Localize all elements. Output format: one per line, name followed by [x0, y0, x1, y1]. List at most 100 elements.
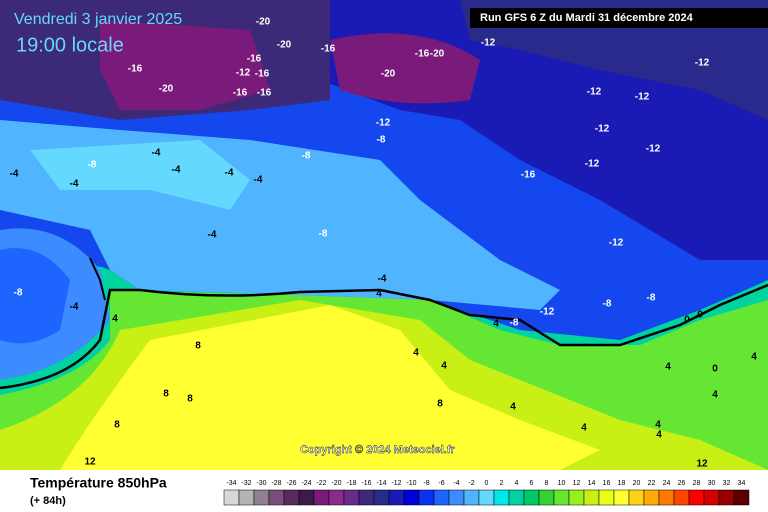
scale-label: -16 [361, 480, 371, 487]
contour-label: -8 [302, 151, 311, 162]
contour-label: -4 [254, 175, 263, 186]
contour-label: -20 [430, 49, 445, 60]
scale-label: 28 [693, 480, 701, 487]
contour-label: 4 [581, 423, 587, 434]
scale-swatch [463, 489, 480, 506]
contour-label: -4 [70, 179, 79, 190]
scale-swatch [448, 489, 465, 506]
scale-swatch [703, 489, 720, 506]
scale-swatch [223, 489, 240, 506]
scale-label: -18 [346, 480, 356, 487]
scale-label: 10 [558, 480, 566, 487]
scale-swatch [478, 489, 495, 506]
scale-swatch [358, 489, 375, 506]
scale-label: -20 [331, 480, 341, 487]
contour-label: -12 [595, 124, 610, 135]
contour-label: -16 [255, 69, 270, 80]
scale-swatch [568, 489, 585, 506]
contour-label: -20 [159, 84, 174, 95]
contour-label: -4 [152, 148, 161, 159]
contour-label: -20 [277, 40, 292, 51]
contour-label: 0 [684, 315, 690, 326]
contour-label: -16 [521, 170, 536, 181]
contour-label: -12 [236, 68, 251, 79]
scale-label: 32 [723, 480, 731, 487]
scale-label: -24 [301, 480, 311, 487]
scale-label: 2 [500, 480, 504, 487]
contour-label: -12 [376, 118, 391, 129]
contour-label: -8 [510, 318, 519, 329]
contour-label: 4 [712, 390, 718, 401]
contour-label: -12 [540, 307, 555, 318]
contour-label: 4 [510, 402, 516, 413]
scale-label: 6 [530, 480, 534, 487]
greenland-zone [100, 20, 270, 110]
scale-swatch [283, 489, 300, 506]
contour-label: 4 [112, 314, 118, 325]
scale-swatch [733, 489, 750, 506]
scale-label: -28 [271, 480, 281, 487]
contour-label: -8 [647, 293, 656, 304]
contour-label: -8 [377, 135, 386, 146]
scale-swatch [253, 489, 270, 506]
contour-label: 4 [656, 430, 662, 441]
contour-label: 8 [195, 341, 201, 352]
contour-label: -16 [247, 54, 262, 65]
contour-label: -8 [88, 160, 97, 171]
scale-swatch [343, 489, 360, 506]
run-text: Run GFS 6 Z du Mardi 31 décembre 2024 [480, 12, 694, 24]
contour-label: 0 [697, 310, 703, 321]
contour-label: -8 [319, 229, 328, 240]
scale-swatch [313, 489, 330, 506]
yellow-zone [60, 305, 600, 470]
contour-label: 8 [114, 420, 120, 431]
contour-label: -4 [70, 302, 79, 313]
zero-contour [0, 283, 768, 390]
scale-label: -6 [438, 480, 444, 487]
contour-label: -16 [321, 44, 336, 55]
scale-label: -30 [256, 480, 266, 487]
scale-swatch [373, 489, 390, 506]
scale-label: 26 [678, 480, 686, 487]
scale-label: -12 [391, 480, 401, 487]
scale-swatch [328, 489, 345, 506]
purple-zone [330, 33, 480, 104]
scale-label: -22 [316, 480, 326, 487]
scale-label: 30 [708, 480, 716, 487]
contour-label: 4 [376, 289, 382, 300]
contour-label: 8 [187, 394, 193, 405]
scale-swatch [418, 489, 435, 506]
scale-label: -26 [286, 480, 296, 487]
contour-label: 8 [163, 389, 169, 400]
contour-label: -8 [14, 288, 23, 299]
scale-swatch [388, 489, 405, 506]
scale-swatch [238, 489, 255, 506]
contour-label: -16 [415, 49, 430, 60]
scale-label: -8 [423, 480, 429, 487]
scale-swatch [268, 489, 285, 506]
scale-swatch [508, 489, 525, 506]
scale-swatch [613, 489, 630, 506]
contour-label: -4 [378, 274, 387, 285]
scale-swatch [538, 489, 555, 506]
contour-label: -8 [603, 299, 612, 310]
scale-swatch [523, 489, 540, 506]
contour-label: -12 [646, 144, 661, 155]
scale-label: 20 [633, 480, 641, 487]
scale-label: 8 [545, 480, 549, 487]
contour-label: -4 [225, 168, 234, 179]
contour-label: 0 [712, 364, 718, 375]
contour-label: 12 [84, 457, 96, 468]
scale-swatch [433, 489, 450, 506]
contour-label: -16 [233, 88, 248, 99]
scale-swatch [688, 489, 705, 506]
scale-swatch [628, 489, 645, 506]
scale-swatch [553, 489, 570, 506]
scale-label: 34 [738, 480, 746, 487]
contour-label: -16 [128, 64, 143, 75]
scale-label: -32 [241, 480, 251, 487]
scale-label: 16 [603, 480, 611, 487]
contour-label: 4 [493, 319, 499, 330]
scale-label: -2 [468, 480, 474, 487]
